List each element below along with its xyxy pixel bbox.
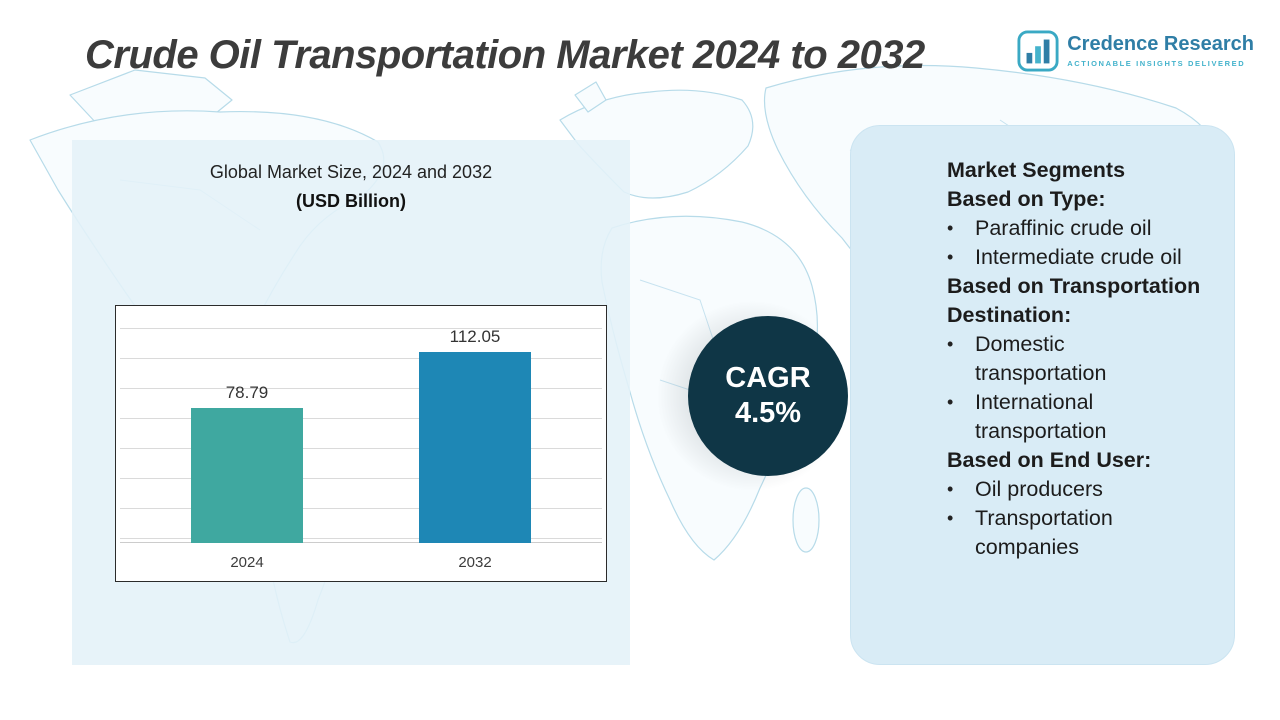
bar-2024: [191, 408, 303, 543]
segments-heading: Market Segments: [947, 158, 1126, 182]
bullet-marker: •: [947, 392, 954, 413]
market-size-panel: Global Market Size, 2024 and 2032 (USD B…: [72, 140, 630, 665]
segment-group-title-destination: Based on Transportation Destination:: [947, 274, 1201, 328]
bar-value-2032: 112.05: [449, 327, 501, 346]
cagr-badge: CAGR 4.5%: [688, 316, 848, 476]
segments-panel: Market Segments Based on Type: • Paraffi…: [850, 125, 1235, 665]
bullet-marker: •: [947, 218, 954, 239]
chart-titles: Global Market Size, 2024 and 2032 (USD B…: [72, 162, 630, 212]
chart-title: Global Market Size, 2024 and 2032: [209, 162, 493, 182]
bullet-marker: •: [947, 247, 954, 268]
list-item: • Transportation companies: [947, 504, 1197, 562]
logo-text: Credence Research Actionable Insights De…: [1067, 30, 1254, 68]
logo-name: Credence Research: [1067, 33, 1254, 55]
bar-2032: [419, 352, 531, 543]
segment-item: International transportation: [975, 390, 1107, 444]
segment-item: Transportation companies: [975, 506, 1113, 560]
segment-item: Intermediate crude oil: [975, 245, 1182, 270]
list-item: • Paraffinic crude oil: [947, 214, 1197, 243]
bar-value-2024: 78.79: [225, 383, 269, 402]
credence-research-logo: Credence Research Actionable Insights De…: [1017, 30, 1254, 72]
bar-category-2032: 2032: [458, 554, 492, 571]
list-item: • Intermediate crude oil: [947, 243, 1197, 272]
logo-tagline: Actionable Insights Delivered: [1067, 59, 1246, 68]
cagr-value: 4.5%: [734, 397, 802, 429]
bullet-marker: •: [947, 334, 954, 355]
segment-group-title-type: Based on Type:: [947, 187, 1106, 212]
bar-chart: 78.79 112.05 2024 2032: [115, 305, 607, 582]
cagr-label: CAGR: [725, 362, 811, 395]
page-title: Crude Oil Transportation Market 2024 to …: [85, 32, 925, 77]
chart-subtitle: (USD Billion): [296, 191, 406, 211]
chart-axis-line: [120, 542, 602, 543]
bar-column-2024: 78.79: [191, 383, 303, 543]
segment-item: Domestic transportation: [975, 332, 1107, 386]
list-item: • Oil producers: [947, 475, 1197, 504]
bullet-marker: •: [947, 479, 954, 500]
bullet-marker: •: [947, 508, 954, 529]
bar-category-2024: 2024: [230, 554, 264, 571]
segment-group-title-end-user: Based on End User:: [947, 448, 1152, 473]
segment-item: Paraffinic crude oil: [975, 216, 1152, 241]
list-item: • International transportation: [947, 388, 1197, 446]
bar-column-2032: 112.05: [419, 327, 531, 543]
segment-item: Oil producers: [975, 477, 1103, 502]
bar-chart-icon: [1017, 30, 1059, 72]
list-item: • Domestic transportation: [947, 330, 1197, 388]
